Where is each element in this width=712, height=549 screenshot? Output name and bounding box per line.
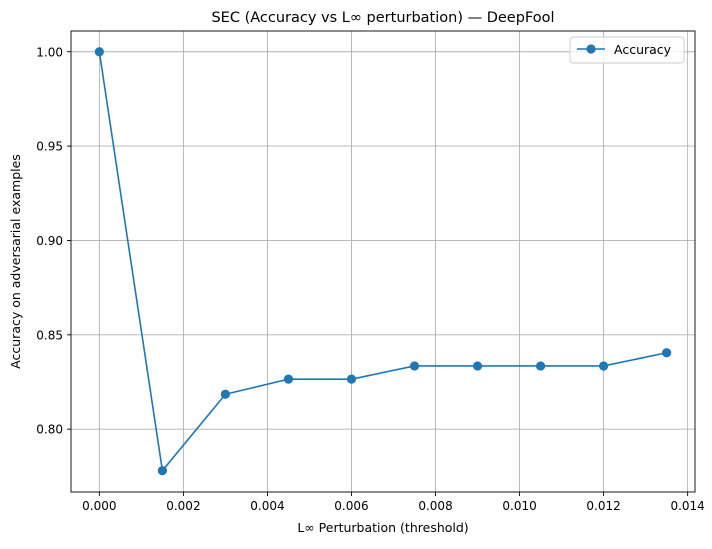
x-tick-label: 0.000: [82, 499, 116, 513]
series-layer: [94, 47, 672, 476]
legend-marker-swatch: [586, 44, 596, 54]
y-tick-label: 0.90: [36, 234, 63, 248]
data-point-accuracy: [535, 361, 546, 371]
y-tick-label: 1.00: [36, 45, 63, 59]
y-tick-label: 0.80: [36, 423, 63, 437]
x-tick-label: 0.012: [586, 499, 620, 513]
legend: Accuracy: [569, 36, 685, 64]
axis-layer: 0.000 0.002 0.004 0.006 0.008 0.010 0.012 0.014…: [36, 45, 705, 513]
data-point-accuracy: [94, 47, 104, 57]
x-tick-label: 0.010: [502, 499, 536, 513]
x-tick-label: 0.008: [418, 499, 452, 513]
data-point-accuracy: [157, 466, 167, 476]
x-tick-label: 0.006: [334, 499, 368, 513]
x-tick-label: 0.014: [670, 499, 704, 513]
chart-title: SEC (Accuracy vs L∞ perturbation) — Deep…: [211, 10, 554, 26]
y-axis-label: Accuracy on adversarial examples: [8, 154, 23, 369]
series-line-accuracy: [98, 51, 667, 472]
legend-box: [569, 36, 685, 64]
x-tick-label: 0.002: [166, 499, 200, 513]
data-point-accuracy: [346, 374, 357, 384]
plot-frame: [70, 30, 696, 493]
x-axis-label: L∞ Perturbation (threshold): [297, 520, 468, 535]
data-point-accuracy: [662, 348, 672, 358]
data-point-accuracy: [599, 361, 609, 371]
data-point-accuracy: [409, 361, 420, 371]
y-tick-label: 0.95: [36, 140, 63, 154]
data-point-accuracy: [283, 374, 294, 384]
legend-label-accuracy: Accuracy: [614, 42, 672, 57]
data-point-accuracy: [472, 361, 483, 371]
data-point-accuracy: [220, 389, 231, 399]
x-tick-label: 0.004: [250, 499, 284, 513]
y-tick-label: 0.85: [36, 328, 63, 342]
